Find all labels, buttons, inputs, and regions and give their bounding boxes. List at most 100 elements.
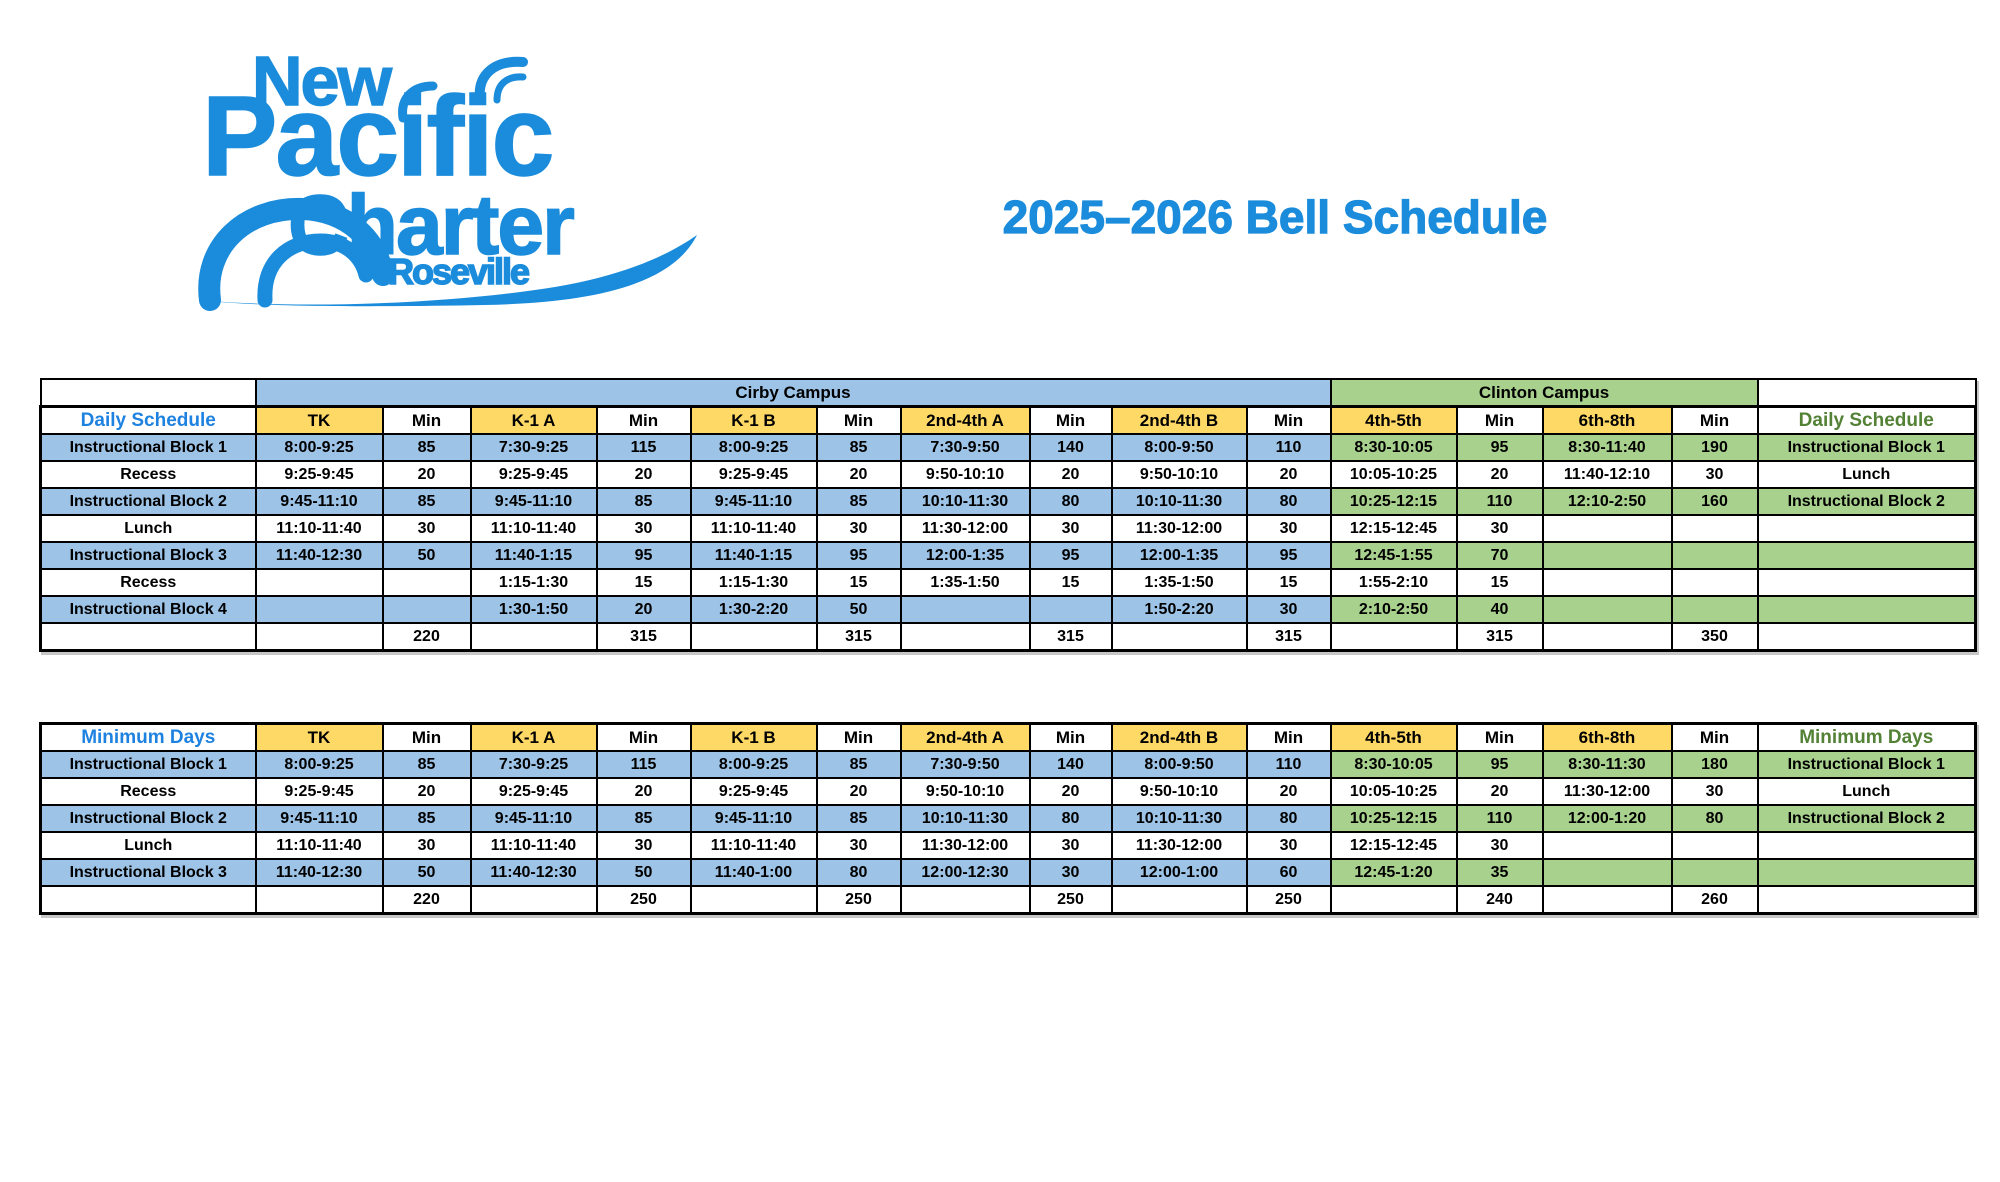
minutes-cell: 110 <box>1455 487 1544 516</box>
min-column-header: Min <box>1455 722 1544 752</box>
minutes-cell: 15 <box>815 568 902 597</box>
logo-word-roseville: Roseville <box>387 251 531 292</box>
schedule-title-left: Daily Schedule <box>39 405 257 435</box>
minutes-cell: 15 <box>1028 568 1113 597</box>
grade-column-header: 2nd-4th B <box>1110 722 1248 752</box>
minutes-cell: 30 <box>1670 777 1759 806</box>
time-cell: 10:10-11:30 <box>899 804 1031 833</box>
time-cell: 7:30-9:25 <box>469 433 598 462</box>
time-cell: 12:00-1:20 <box>1541 804 1673 833</box>
time-cell: 8:30-11:30 <box>1541 750 1673 779</box>
time-cell: 9:25-9:45 <box>254 777 384 806</box>
minutes-cell: 85 <box>381 750 472 779</box>
minutes-cell: 15 <box>1245 568 1332 597</box>
minutes-cell: 110 <box>1455 804 1544 833</box>
min-column-header: Min <box>1670 722 1759 752</box>
time-cell: 9:50-10:10 <box>899 460 1031 489</box>
time-cell: 8:00-9:25 <box>689 750 818 779</box>
table-row: Instructional Block 3 11:40-12:30 50 11:40-… <box>39 858 1977 887</box>
time-cell <box>1110 885 1248 915</box>
row-label: Instructional Block 1 <box>39 750 257 779</box>
min-column-header: Min <box>1245 405 1332 435</box>
time-cell: 12:45-1:20 <box>1329 858 1458 887</box>
minutes-cell: 95 <box>1245 541 1332 570</box>
row-label: Recess <box>39 460 257 489</box>
minutes-cell: 315 <box>1028 622 1113 652</box>
minutes-cell: 30 <box>1245 831 1332 860</box>
minutes-cell: 35 <box>1455 858 1544 887</box>
table-row: 220 315 315 315 315 315 350 <box>39 622 1977 652</box>
wave-splash-icon <box>398 56 528 123</box>
time-cell: 10:10-11:30 <box>1110 487 1248 516</box>
minutes-cell: 315 <box>1245 622 1332 652</box>
logo-word-new: New <box>251 42 392 120</box>
time-cell: 12:15-12:45 <box>1329 831 1458 860</box>
row-label: Instructional Block 3 <box>39 541 257 570</box>
minutes-cell: 30 <box>1245 595 1332 624</box>
minutes-cell <box>1670 595 1759 624</box>
grade-column-header: TK <box>254 405 384 435</box>
minutes-cell: 85 <box>815 433 902 462</box>
min-column-header: Min <box>595 722 692 752</box>
time-cell: 8:00-9:25 <box>254 750 384 779</box>
schedule-title-left: Minimum Days <box>39 722 257 752</box>
minutes-cell: 95 <box>1028 541 1113 570</box>
time-cell: 9:45-11:10 <box>254 804 384 833</box>
row-label-right <box>1756 514 1977 543</box>
minutes-cell: 30 <box>595 831 692 860</box>
time-cell <box>254 885 384 915</box>
logo-word-charter: Charter <box>287 178 575 272</box>
min-column-header: Min <box>381 405 472 435</box>
minutes-cell: 30 <box>1028 858 1113 887</box>
row-label-right: Instructional Block 1 <box>1756 433 1977 462</box>
grade-column-header: K-1 A <box>469 722 598 752</box>
min-column-header: Min <box>595 405 692 435</box>
row-label <box>39 622 257 652</box>
minutes-cell <box>1670 831 1759 860</box>
row-label-right <box>1756 858 1977 887</box>
min-column-header: Min <box>815 405 902 435</box>
grade-column-header: 6th-8th <box>1541 722 1673 752</box>
schedule-title-right: Daily Schedule <box>1756 405 1977 435</box>
time-cell: 1:15-1:30 <box>469 568 598 597</box>
time-cell <box>1329 622 1458 652</box>
minutes-cell: 20 <box>1245 460 1332 489</box>
row-label-right: Lunch <box>1756 460 1977 489</box>
time-cell <box>1541 858 1673 887</box>
table-row: Instructional Block 4 1:30-1:50 20 1:30-2:2… <box>39 595 1977 624</box>
time-cell: 1:35-1:50 <box>899 568 1031 597</box>
minutes-cell: 95 <box>1455 433 1544 462</box>
minutes-cell <box>1670 858 1759 887</box>
time-cell: 7:30-9:25 <box>469 750 598 779</box>
time-cell: 12:15-12:45 <box>1329 514 1458 543</box>
table-row: Instructional Block 2 9:45-11:10 85 9:45-11… <box>39 487 1977 516</box>
grade-column-header: K-1 A <box>469 405 598 435</box>
time-cell: 9:50-10:10 <box>1110 777 1248 806</box>
time-cell: 9:50-10:10 <box>899 777 1031 806</box>
time-cell <box>1541 622 1673 652</box>
row-label-right: Instructional Block 2 <box>1756 487 1977 516</box>
time-cell: 9:45-11:10 <box>469 487 598 516</box>
minutes-cell: 20 <box>1245 777 1332 806</box>
minutes-cell: 190 <box>1670 433 1759 462</box>
minutes-cell: 85 <box>815 750 902 779</box>
minutes-cell: 220 <box>381 622 472 652</box>
minutes-cell: 180 <box>1670 750 1759 779</box>
time-cell: 8:30-11:40 <box>1541 433 1673 462</box>
time-cell: 9:45-11:10 <box>689 487 818 516</box>
page-title: 2025–2026 Bell Schedule <box>1002 190 1548 243</box>
minutes-cell: 30 <box>381 514 472 543</box>
minutes-cell <box>1670 514 1759 543</box>
time-cell: 8:00-9:50 <box>1110 433 1248 462</box>
time-cell: 12:00-1:35 <box>1110 541 1248 570</box>
minutes-cell: 315 <box>1455 622 1544 652</box>
time-cell: 11:10-11:40 <box>689 831 818 860</box>
min-column-header: Min <box>381 722 472 752</box>
minutes-cell: 95 <box>815 541 902 570</box>
row-label: Instructional Block 3 <box>39 858 257 887</box>
wave-icon <box>198 197 697 311</box>
time-cell <box>689 622 818 652</box>
grade-column-header: 2nd-4th A <box>899 722 1031 752</box>
table-row: 220 250 250 250 250 240 260 <box>39 885 1977 915</box>
minutes-cell: 85 <box>815 487 902 516</box>
